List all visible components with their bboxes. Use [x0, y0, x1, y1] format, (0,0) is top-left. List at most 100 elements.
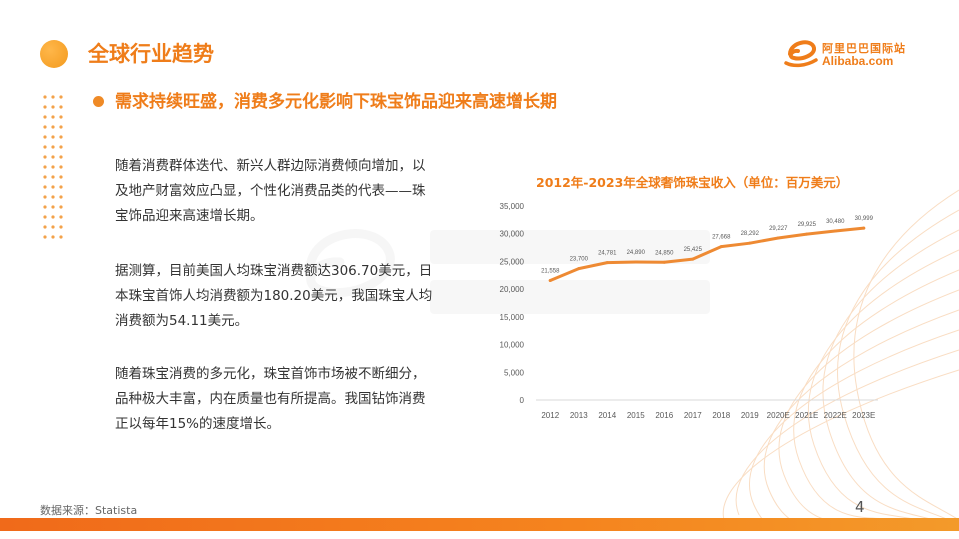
dot-grid-dot: [51, 115, 55, 119]
data-point: [748, 241, 752, 245]
x-tick-label: 2017: [684, 411, 702, 420]
data-label: 25,425: [684, 247, 703, 253]
data-label: 28,292: [741, 231, 760, 237]
y-tick-label: 15,000: [500, 313, 525, 322]
dot-grid-dot: [51, 95, 55, 99]
data-label: 21,558: [541, 269, 560, 275]
paragraph-consumer-trend: 随着消费群体迭代、新兴人群边际消费倾向增加，以 及地产财富效应凸显，个性化消费品…: [115, 154, 455, 229]
dot-grid-dot: [59, 155, 63, 159]
data-point: [691, 257, 695, 261]
data-label: 30,480: [826, 219, 845, 225]
dot-grid-dot: [59, 125, 63, 129]
title-bullet-icon: [40, 40, 68, 68]
dot-grid-dot: [59, 215, 63, 219]
dot-grid-dot: [43, 205, 47, 209]
logo-chinese-text: 阿里巴巴国际站: [822, 42, 906, 55]
page-number: 4: [855, 498, 865, 516]
dot-grid-dot: [43, 235, 47, 239]
x-tick-label: 2018: [712, 411, 730, 420]
dot-grid-dot: [51, 165, 55, 169]
dot-grid-dot: [59, 135, 63, 139]
y-tick-label: 10,000: [500, 341, 525, 350]
series-line: [548, 226, 866, 283]
dot-grid-dot: [43, 185, 47, 189]
data-point: [662, 260, 666, 264]
data-point: [577, 267, 581, 271]
paragraph-line: 消费额为54.11美元。: [115, 313, 249, 329]
data-label: 24,850: [655, 250, 674, 256]
paragraph-line: 及地产财富效应凸显，个性化消费品类的代表——珠: [115, 183, 426, 199]
dot-grid-dot: [51, 105, 55, 109]
x-tick-label: 2021E: [795, 411, 818, 420]
dot-grid-dot: [59, 175, 63, 179]
dot-grid-decoration: [43, 95, 63, 239]
alibaba-logo: 阿里巴巴国际站 Alibaba.com: [782, 36, 922, 76]
dot-grid-dot: [43, 215, 47, 219]
dot-grid-dot: [51, 135, 55, 139]
dot-grid-dot: [43, 175, 47, 179]
x-tick-label: 2012: [541, 411, 559, 420]
dot-grid-dot: [51, 205, 55, 209]
dot-grid-dot: [59, 225, 63, 229]
data-point: [862, 226, 866, 230]
dot-grid-dot: [51, 125, 55, 129]
y-tick-label: 20,000: [500, 285, 525, 294]
data-point: [605, 261, 609, 265]
dot-grid-dot: [43, 145, 47, 149]
y-tick-label: 0: [520, 396, 525, 405]
y-tick-label: 25,000: [500, 257, 525, 266]
paragraph-line: 宝饰品迎来高速增长期。: [115, 208, 264, 224]
decorative-lines: [722, 189, 959, 520]
paragraph-diversification: 随着珠宝消费的多元化，珠宝首饰市场被不断细分， 品种极大丰富，内在质量也有所提高…: [115, 362, 455, 437]
data-point: [634, 260, 638, 264]
dot-grid-dot: [43, 115, 47, 119]
dot-grid-dot: [43, 125, 47, 129]
paragraph-line: 随着消费群体迭代、新兴人群边际消费倾向增加，以: [115, 158, 426, 174]
logo-english-text: Alibaba.com: [822, 54, 894, 68]
dot-grid-dot: [59, 205, 63, 209]
x-tick-label: 2022E: [824, 411, 847, 420]
dot-grid-dot: [51, 145, 55, 149]
data-label: 24,890: [627, 250, 646, 256]
revenue-line-chart: 0 5,000 10,000 15,000 20,000 25,000 30,000 35,0…: [500, 202, 878, 420]
paragraph-per-capita: 据测算，目前美国人均珠宝消费额达306.70美元，日 本珠宝首饰人均消费额为18…: [115, 259, 455, 334]
dot-grid-dot: [43, 225, 47, 229]
data-source: 数据来源：Statista: [40, 504, 138, 517]
dot-grid-dot: [51, 215, 55, 219]
x-tick-label: 2013: [570, 411, 588, 420]
data-point: [719, 245, 723, 249]
dot-grid-dot: [59, 165, 63, 169]
paragraph-line: 随着珠宝消费的多元化，珠宝首饰市场被不断细分，: [115, 366, 426, 382]
paragraph-line: 据测算，目前美国人均珠宝消费额达306.70美元，日: [115, 263, 433, 279]
dot-grid-dot: [51, 185, 55, 189]
paragraph-line: 正以每年15%的速度增长。: [115, 416, 281, 432]
x-tick-label: 2014: [598, 411, 616, 420]
footer-bar: [0, 518, 959, 531]
data-label: 29,925: [798, 222, 817, 228]
chart-title: 2012年-2023年全球奢饰珠宝收入（单位：百万美元）: [536, 175, 849, 190]
data-point: [776, 236, 780, 240]
dot-grid-dot: [51, 155, 55, 159]
dot-grid-dot: [59, 95, 63, 99]
x-tick-label: 2015: [627, 411, 645, 420]
data-point: [833, 229, 837, 233]
dot-grid-dot: [59, 195, 63, 199]
watermark: [305, 229, 710, 314]
dot-grid-dot: [59, 145, 63, 149]
data-label: 30,999: [855, 216, 874, 222]
dot-grid-dot: [59, 185, 63, 189]
dot-grid-dot: [43, 135, 47, 139]
dot-grid-dot: [43, 155, 47, 159]
alibaba-e-icon: [784, 40, 818, 68]
x-tick-label: 2020E: [767, 411, 790, 420]
dot-grid-dot: [59, 115, 63, 119]
dot-grid-dot: [43, 95, 47, 99]
data-label: 27,668: [712, 235, 731, 241]
y-tick-label: 30,000: [500, 230, 525, 239]
paragraph-line: 品种极大丰富，内在质量也有所提高。我国钻饰消费: [115, 391, 426, 407]
x-tick-label: 2023E: [852, 411, 875, 420]
dot-grid-dot: [51, 225, 55, 229]
dot-grid-dot: [43, 165, 47, 169]
y-tick-label: 5,000: [504, 368, 525, 377]
dot-grid-dot: [43, 195, 47, 199]
